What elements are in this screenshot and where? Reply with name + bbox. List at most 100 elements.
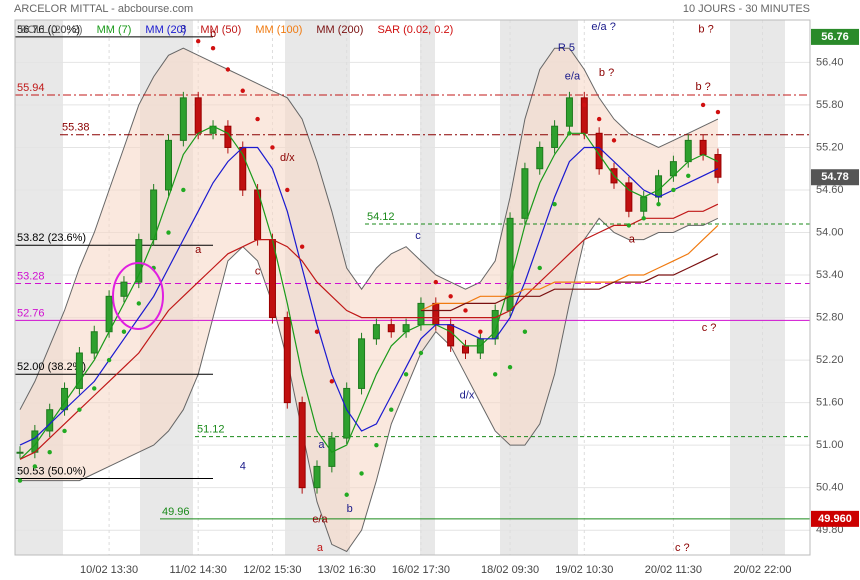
level-label: 50.53 (50.0%) xyxy=(17,465,86,477)
band xyxy=(730,20,785,555)
y-tick-label: 51.00 xyxy=(816,439,844,451)
sar-dot xyxy=(686,173,691,179)
sar-dot xyxy=(47,450,52,455)
sar-dot xyxy=(166,230,171,235)
sar-dot xyxy=(136,301,141,306)
candle xyxy=(298,402,306,489)
sar-dot xyxy=(240,88,245,93)
price-badge xyxy=(811,510,859,527)
level-label: 53.28 xyxy=(17,270,45,282)
annotation: b ? xyxy=(698,24,713,36)
annotation: b ? xyxy=(599,67,614,79)
level-label: 55.94 xyxy=(17,82,45,94)
sar-dot xyxy=(626,223,632,228)
x-tick-label: 13/02 16:30 xyxy=(318,564,376,576)
x-tick-label: 18/02 09:30 xyxy=(481,564,539,576)
plot-frame xyxy=(14,19,811,556)
plot: 56.76 (0.0%) 55.94 55.38 54.12 53.82 (23.6%)… xyxy=(15,20,810,555)
candle xyxy=(165,139,172,191)
price-badge-label: 49.960 xyxy=(818,513,852,525)
candle xyxy=(625,182,633,212)
sar-dot xyxy=(106,357,112,363)
sar-dot xyxy=(537,265,542,271)
y-tick-label: 56.40 xyxy=(816,56,844,68)
annotation: b xyxy=(347,503,353,515)
moving-average xyxy=(420,253,719,312)
y-tick-label: 52.80 xyxy=(816,311,844,323)
sar-dot xyxy=(671,187,676,193)
sar-dot xyxy=(507,364,513,370)
level-label: 51.12 xyxy=(197,424,225,436)
moving-average xyxy=(19,203,719,460)
candle xyxy=(432,302,440,326)
sar-dot xyxy=(567,131,572,136)
sar-dot xyxy=(314,329,320,334)
candle xyxy=(135,239,143,283)
y-tick-label: 54.00 xyxy=(816,226,844,238)
session-bands xyxy=(15,20,785,555)
candle xyxy=(387,324,395,333)
sar-dot xyxy=(17,478,23,483)
y-tick-label: 54.60 xyxy=(816,184,844,196)
annotation: a xyxy=(317,542,324,554)
candle xyxy=(372,324,380,340)
annotation: a xyxy=(318,439,325,451)
candle xyxy=(684,139,692,163)
level-label: 55.38 xyxy=(62,122,90,134)
sar-dot xyxy=(522,329,528,334)
annotation: R 5 xyxy=(558,42,575,54)
annotation: 3 xyxy=(180,24,186,36)
bollinger-fill xyxy=(20,48,718,552)
annotation: c ? xyxy=(702,322,717,334)
level-label: 53.82 (23.6%) xyxy=(17,232,86,244)
legend-entry: SAR (0.02, 0.2) xyxy=(377,24,453,36)
sar-dot xyxy=(92,386,97,391)
sar-dot xyxy=(552,201,557,207)
candle xyxy=(565,97,573,127)
y-tick-label: 53.40 xyxy=(816,269,844,281)
sar-dot xyxy=(62,428,67,434)
sar-dot xyxy=(582,102,587,108)
y-tick-label: 50.40 xyxy=(816,482,844,494)
sar-dot xyxy=(196,38,201,44)
annotation: a xyxy=(195,244,202,256)
bollinger-upper xyxy=(19,47,719,410)
legend-entry: MM (100) xyxy=(255,24,302,36)
sar-dot xyxy=(493,372,498,377)
candle xyxy=(655,175,663,198)
candle xyxy=(194,97,202,134)
level-label: 52.76 xyxy=(17,307,45,319)
y-tick-label: 55.80 xyxy=(816,99,844,111)
x-tick-label: 10/02 13:30 xyxy=(80,564,138,576)
y-tick-label: 55.20 xyxy=(816,141,844,153)
y-tick-label: 51.60 xyxy=(816,397,844,409)
sar-dot xyxy=(641,216,646,221)
level-label: 56.76 (0.0%) xyxy=(17,24,80,36)
y-tick-label: 52.20 xyxy=(816,354,844,366)
chart-subtitle: 10 JOURS - 30 MINUTES xyxy=(683,3,810,15)
level-label: 49.96 xyxy=(162,506,190,518)
annotation: d/x xyxy=(280,152,295,164)
legend-entry: MM (20) xyxy=(145,24,186,36)
level-label: 54.12 xyxy=(367,211,395,223)
sar-dot xyxy=(329,379,335,384)
annotation: c xyxy=(255,265,261,277)
x-tick-label: 16/02 17:30 xyxy=(392,564,450,576)
price-badge xyxy=(811,169,859,186)
sar-dot xyxy=(121,329,127,334)
candle xyxy=(714,154,722,178)
moving-average xyxy=(19,146,719,446)
sar-dot xyxy=(181,187,186,193)
moving-average xyxy=(19,125,719,460)
chart-title: ARCELOR MITTAL - abcbourse.com xyxy=(14,3,193,15)
x-tick-label: 11/02 14:30 xyxy=(170,564,227,576)
candle xyxy=(75,352,83,389)
sar-dot xyxy=(656,201,661,207)
legend-entry: BOLL (20, 2) xyxy=(20,24,83,36)
sar-dot xyxy=(389,407,394,412)
candle xyxy=(16,451,24,454)
candle xyxy=(699,139,707,156)
bollinger-lower xyxy=(20,217,719,553)
